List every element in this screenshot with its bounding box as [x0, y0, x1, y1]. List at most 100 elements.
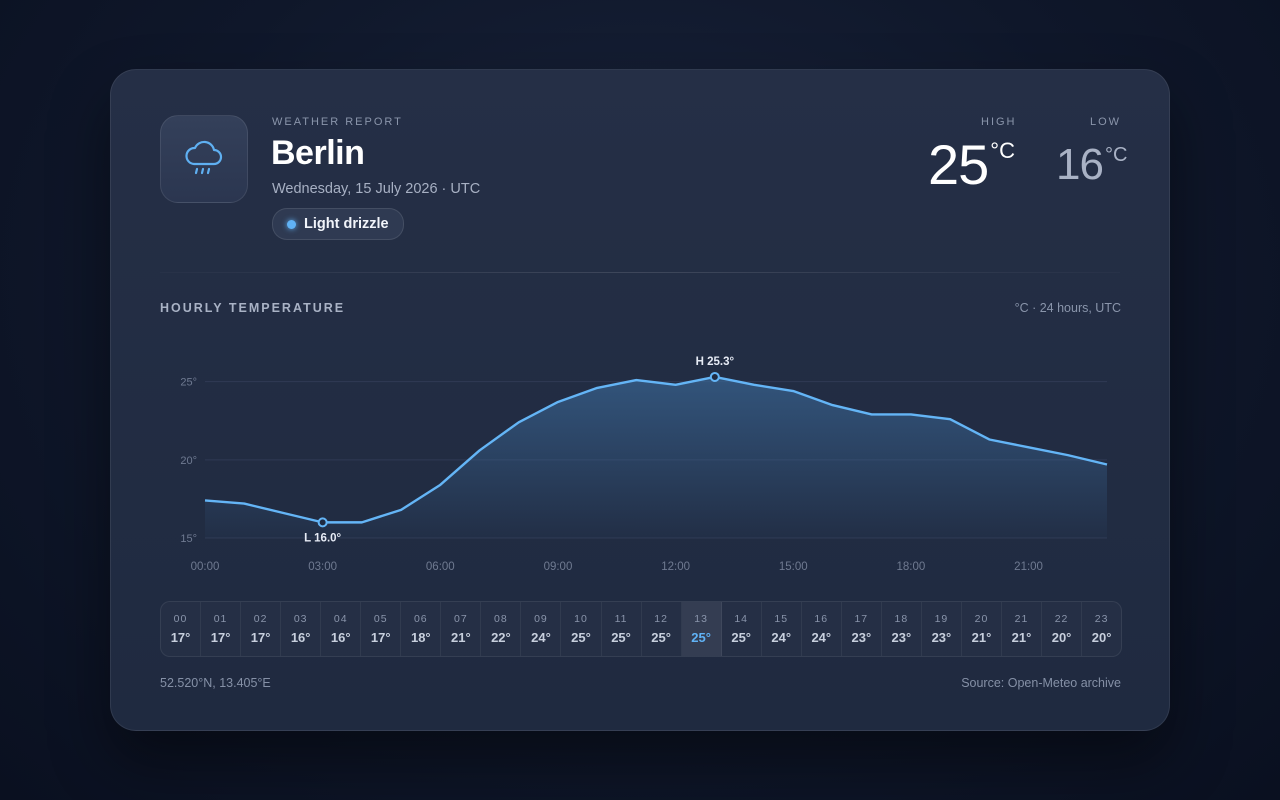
hour-temp: 21°	[1011, 630, 1032, 645]
report-date: Wednesday, 15 July 2026 · UTC	[272, 181, 481, 197]
area-fill	[205, 376, 1107, 538]
y-tick-label: 20°	[180, 455, 197, 467]
hour-temp: 25°	[691, 630, 711, 645]
data-point	[986, 436, 992, 442]
data-point	[673, 382, 679, 388]
y-tick-label: 15°	[180, 533, 197, 545]
hour-temp: 25°	[651, 630, 671, 645]
low-temp: 16 °C	[1056, 140, 1127, 190]
hour-label: 17	[854, 613, 869, 625]
hour-label: 10	[574, 613, 588, 625]
hour-cell[interactable]: 18 23°	[882, 602, 922, 656]
hour-label: 02	[253, 613, 268, 625]
hour-cell[interactable]: 07 21°	[441, 602, 482, 656]
data-point	[359, 519, 365, 525]
status-dot-icon	[287, 219, 296, 229]
hour-cell[interactable]: 15 24°	[762, 602, 802, 656]
x-tick-label: 21:00	[1014, 561, 1043, 573]
series-line	[204, 375, 1108, 524]
x-tick-label: 12:00	[661, 561, 690, 573]
hour-temp: 17°	[250, 630, 271, 645]
hour-temp: 21°	[451, 630, 471, 645]
data-point	[477, 447, 483, 453]
hour-cell[interactable]: 21 21°	[1002, 602, 1043, 656]
hour-temp: 16°	[290, 630, 311, 645]
coordinates: 52.520°N, 13.405°E	[160, 676, 271, 690]
hour-label: 15	[774, 613, 789, 625]
data-point	[1104, 462, 1110, 468]
header-divider	[160, 272, 1120, 273]
hour-label: 11	[614, 613, 628, 625]
hour-cell[interactable]: 17 23°	[842, 602, 882, 656]
hour-temp: 21°	[971, 630, 992, 645]
hour-label: 23	[1094, 613, 1109, 625]
hour-temp: 16°	[330, 630, 351, 645]
hour-temp: 25°	[571, 630, 591, 645]
data-point	[555, 399, 561, 405]
x-tick-label: 03:00	[308, 561, 337, 573]
data-point	[398, 507, 404, 513]
hour-label: 06	[413, 613, 428, 625]
high-temp-unit: °C	[990, 138, 1015, 163]
hour-cell[interactable]: 23 20°	[1082, 602, 1121, 656]
hour-cell[interactable]: 00 17°	[161, 602, 202, 656]
hour-cell[interactable]: 04 16°	[321, 602, 362, 656]
y-tick-label: 25°	[180, 377, 197, 389]
high-annotation: H 25.3°	[696, 356, 735, 368]
hour-cell[interactable]: 14 25°	[722, 602, 762, 656]
data-point	[594, 385, 600, 391]
hour-label: 09	[534, 613, 548, 625]
data-point	[1026, 444, 1032, 450]
x-tick-label: 18:00	[897, 561, 926, 573]
temperature-chart: 15° 20° 25° 00:00 03:00 06:00 09:00 12:00 15:00 1…	[180, 356, 1110, 573]
hour-cell[interactable]: 20 21°	[962, 602, 1002, 656]
hour-label: 20	[974, 613, 989, 625]
report-eyebrow: WEATHER REPORT	[272, 116, 403, 128]
hour-temp: 17°	[370, 630, 391, 645]
data-point	[869, 411, 875, 417]
hour-label: 05	[373, 613, 388, 625]
high-temp: 25°C	[928, 132, 1015, 197]
city-name: Berlin	[271, 134, 365, 172]
hour-cell[interactable]: 03 16°	[281, 602, 322, 656]
hour-label: 01	[213, 613, 228, 625]
hour-label: 08	[494, 613, 508, 625]
hour-cell[interactable]: 08 22°	[481, 602, 522, 656]
data-point	[516, 419, 522, 425]
data-source: Source: Open-Meteo archive	[961, 676, 1121, 690]
hour-temp: 17°	[170, 630, 191, 645]
hour-cell[interactable]: 19 23°	[922, 602, 962, 656]
high-label: HIGH	[981, 116, 1017, 128]
hour-label: 16	[814, 613, 829, 625]
hour-cell[interactable]: 01 17°	[201, 602, 242, 656]
hour-label: 13	[694, 613, 708, 625]
hour-cell[interactable]: 22 20°	[1042, 602, 1083, 656]
low-temp-value: 16	[1056, 140, 1104, 189]
hourly-strip: 00 17° 01 17° 02 17° 03 16° 04 16° 05 17° 06 18° 07 21°…	[160, 601, 1122, 657]
hour-cell[interactable]: 13 25°	[681, 602, 722, 656]
hour-temp: 22°	[491, 630, 511, 645]
hour-cell[interactable]: 10 25°	[561, 602, 602, 656]
hour-cell[interactable]: 06 18°	[401, 602, 442, 656]
x-tick-label: 06:00	[426, 561, 455, 573]
chart-units-note: °C · 24 hours, UTC	[1014, 301, 1121, 315]
hour-cell[interactable]: 16 24°	[802, 602, 842, 656]
condition-badge: Light drizzle	[272, 208, 404, 240]
hour-cell[interactable]: 11 25°	[602, 602, 642, 656]
hour-temp: 24°	[531, 630, 551, 645]
x-tick-label: 15:00	[779, 561, 808, 573]
hour-label: 22	[1054, 613, 1069, 625]
hour-temp: 24°	[771, 630, 792, 645]
cloud-drizzle-icon	[185, 140, 223, 175]
low-label: LOW	[1090, 116, 1122, 128]
hour-cell[interactable]: 05 17°	[361, 602, 402, 656]
hour-temp: 20°	[1051, 630, 1072, 645]
hour-label: 03	[293, 613, 308, 625]
hour-cell[interactable]: 02 17°	[241, 602, 282, 656]
hour-cell[interactable]: 09 24°	[521, 602, 562, 656]
data-point	[202, 497, 208, 503]
hour-label: 04	[333, 613, 348, 625]
high-marker	[709, 371, 720, 382]
hour-label: 21	[1014, 613, 1029, 625]
hour-cell[interactable]: 12 25°	[642, 602, 682, 656]
